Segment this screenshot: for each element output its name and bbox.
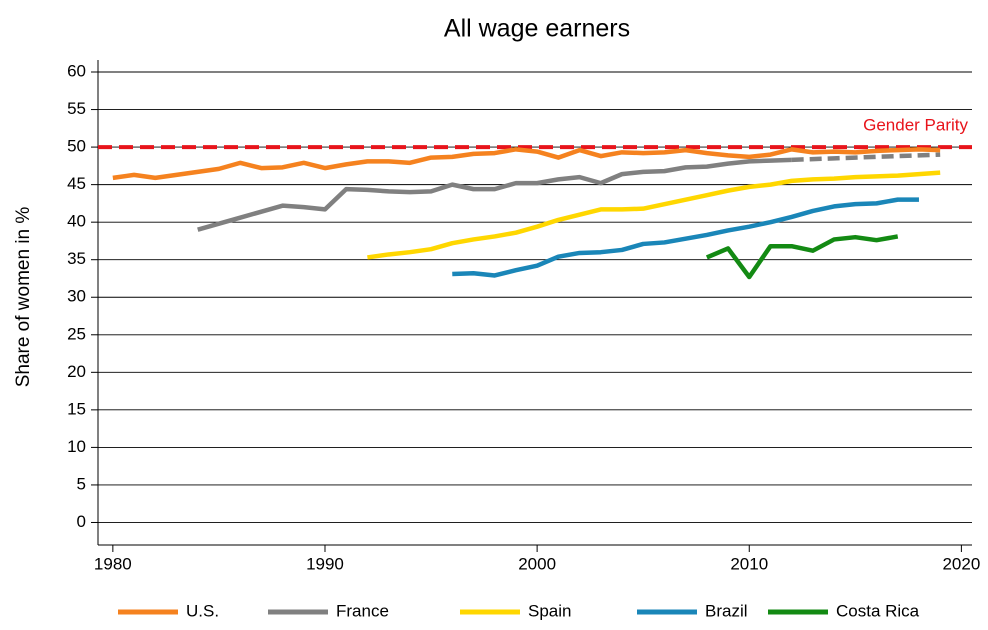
y-tick-label: 45	[67, 174, 86, 193]
x-tick-label: 1990	[306, 554, 344, 573]
legend-label: Costa Rica	[836, 601, 920, 620]
legend-label: Brazil	[705, 601, 748, 620]
line-series	[452, 197, 919, 278]
line-series	[197, 157, 792, 232]
y-tick-label: 0	[77, 512, 86, 531]
y-tick-label: 25	[67, 324, 86, 343]
y-tick-label: 30	[67, 287, 86, 306]
y-tick-label: 50	[67, 137, 86, 156]
line-series	[112, 147, 941, 181]
y-tick-label: 15	[67, 399, 86, 418]
y-tick-label: 55	[67, 99, 86, 118]
y-tick-label: 35	[67, 249, 86, 268]
legend-label: U.S.	[186, 601, 219, 620]
line-series	[705, 234, 899, 280]
x-tick-label: 2000	[518, 554, 556, 573]
legend-label: Spain	[528, 601, 571, 620]
line-series	[791, 152, 941, 163]
x-tick-label: 2020	[942, 554, 980, 573]
x-tick-label: 1980	[94, 554, 132, 573]
x-tick-label: 2010	[730, 554, 768, 573]
legend-label: France	[336, 601, 389, 620]
line-series	[367, 170, 941, 260]
chart-title: All wage earners	[444, 15, 630, 43]
y-tick-label: 60	[67, 61, 86, 80]
reference-label: Gender Parity	[863, 116, 968, 135]
y-tick-label: 10	[67, 437, 86, 456]
y-axis-label: Share of women in %	[13, 207, 34, 388]
y-tick-label: 40	[67, 212, 86, 231]
y-tick-label: 5	[77, 474, 86, 493]
y-tick-label: 20	[67, 362, 86, 381]
